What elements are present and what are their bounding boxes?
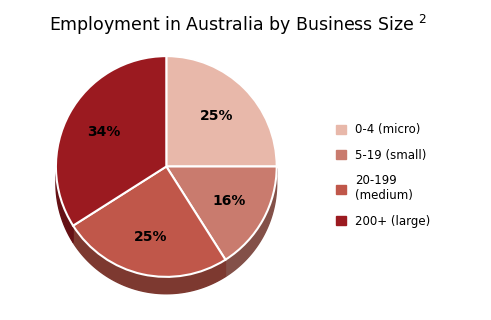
Text: Employment in Australia by Business Size $^2$: Employment in Australia by Business Size… bbox=[50, 13, 428, 37]
Wedge shape bbox=[56, 56, 166, 226]
Text: 34%: 34% bbox=[87, 125, 120, 139]
Polygon shape bbox=[225, 168, 276, 276]
Wedge shape bbox=[166, 166, 277, 260]
Wedge shape bbox=[73, 166, 225, 277]
Text: 16%: 16% bbox=[213, 194, 246, 208]
Polygon shape bbox=[56, 169, 73, 243]
Wedge shape bbox=[166, 56, 277, 166]
Text: 25%: 25% bbox=[200, 109, 234, 123]
Text: 25%: 25% bbox=[134, 229, 167, 244]
Polygon shape bbox=[73, 226, 225, 294]
Legend: 0-4 (micro), 5-19 (small), 20-199
(medium), 200+ (large): 0-4 (micro), 5-19 (small), 20-199 (mediu… bbox=[336, 124, 431, 228]
